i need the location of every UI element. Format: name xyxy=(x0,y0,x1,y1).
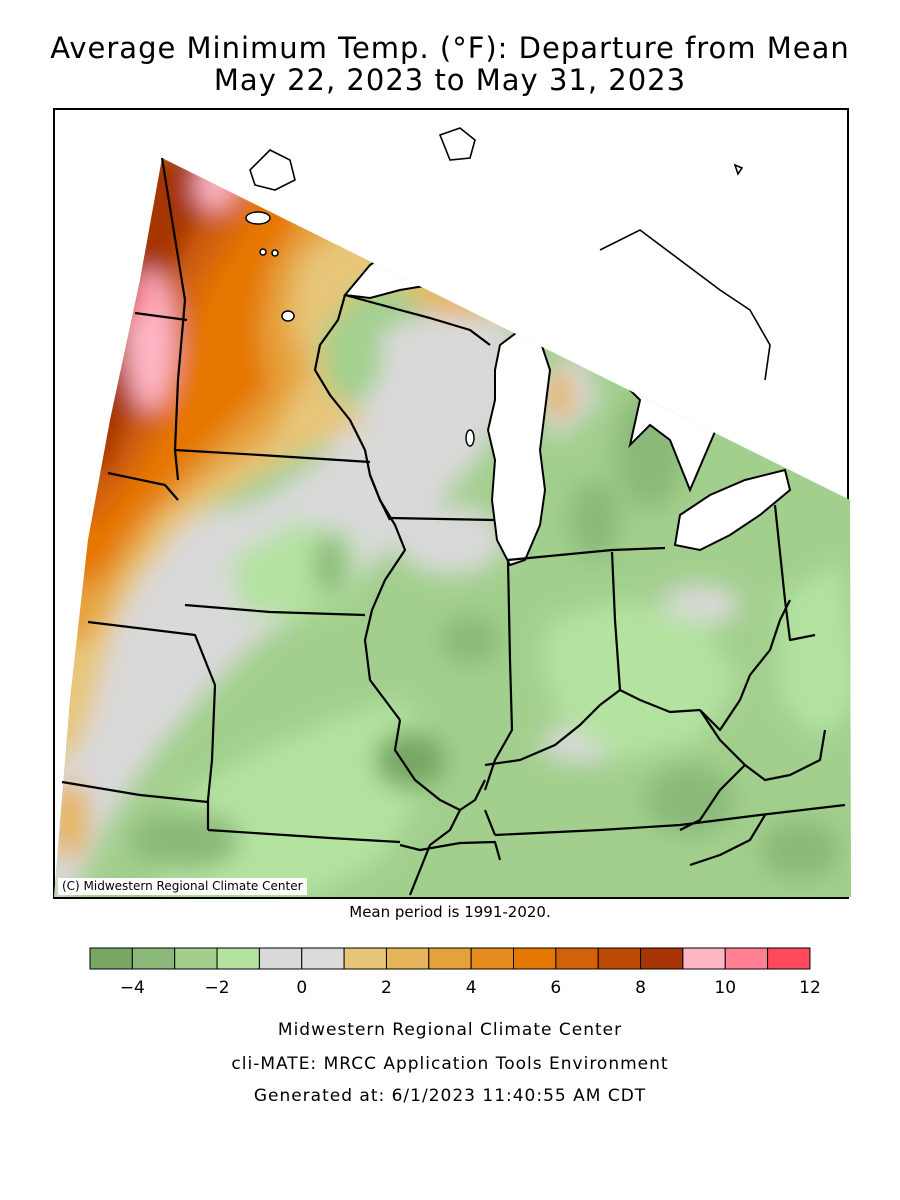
legend-bin xyxy=(555,947,599,970)
legend-tick-label: 6 xyxy=(550,978,561,998)
legend-bin xyxy=(343,947,387,970)
legend-bin xyxy=(89,947,133,970)
legend-bin xyxy=(174,947,218,970)
mean-period-note: Mean period is 1991-2020. xyxy=(349,903,551,921)
legend-tick-label: 0 xyxy=(296,978,307,998)
map-title: Average Minimum Temp. (°F): Departure fr… xyxy=(50,31,850,65)
legend-bin xyxy=(640,947,684,970)
footer-generated-at: Generated at: 6/1/2023 11:40:55 AM CDT xyxy=(253,1086,647,1106)
legend-bin xyxy=(385,947,430,970)
state-boundaries xyxy=(61,157,846,896)
color-legend: −4 −2 0 2 4 6 8 10 12 xyxy=(89,947,821,998)
legend-bin xyxy=(428,947,472,970)
coastlines-canada xyxy=(249,127,771,381)
footer-application: cli-MATE: MRCC Application Tools Environ… xyxy=(231,1054,669,1074)
legend-bin xyxy=(131,947,176,970)
legend-tick-label: 8 xyxy=(635,978,646,998)
legend-bin xyxy=(767,947,811,970)
legend-bin xyxy=(470,947,514,970)
legend-bin xyxy=(216,947,260,970)
legend-bin xyxy=(682,947,726,970)
legend-tick-label: 2 xyxy=(381,978,392,998)
lake-michigan xyxy=(486,328,552,567)
legend-tick-label: 4 xyxy=(466,978,477,998)
footer-organization: Midwestern Regional Climate Center xyxy=(277,1020,623,1040)
legend-bin xyxy=(258,947,303,970)
legend-bin xyxy=(301,947,345,970)
legend-bin xyxy=(597,947,642,970)
legend-tick-label: 10 xyxy=(714,978,736,998)
legend-tick-label: 12 xyxy=(799,978,821,998)
copyright-label: (C) Midwestern Regional Climate Center xyxy=(58,878,307,895)
legend-tick-label: −4 xyxy=(120,978,145,998)
lake-erie xyxy=(673,468,792,552)
legend-bin xyxy=(724,947,769,970)
inland-lakes xyxy=(245,211,475,447)
legend-tick-label: −2 xyxy=(205,978,230,998)
legend-bin xyxy=(513,947,557,970)
map-date-range: May 22, 2023 to May 31, 2023 xyxy=(213,63,687,97)
